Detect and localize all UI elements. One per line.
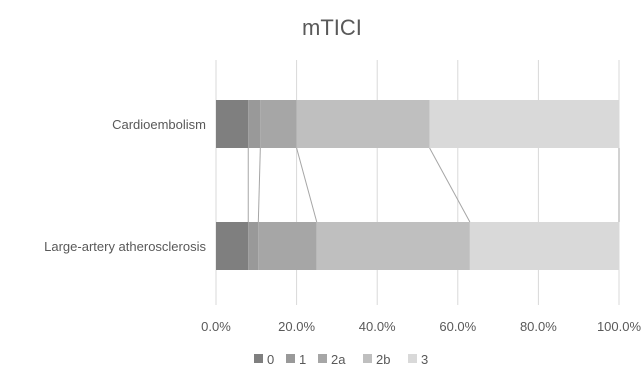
category-label: Large-artery atherosclerosis (44, 239, 206, 254)
bar-segment-2b (316, 222, 470, 270)
bar-segment-1 (248, 222, 259, 270)
series-line-1 (257, 147, 261, 223)
bar-stack-group (216, 100, 619, 270)
series-line-2b (429, 147, 471, 223)
bar-segment-2b (296, 100, 430, 148)
legend-label-1: 1 (299, 352, 306, 367)
legend: 0 1 2a 2b 3 (254, 352, 428, 367)
category-label: Cardioembolism (112, 117, 206, 132)
x-tick-label: 80.0% (520, 319, 557, 334)
legend-label-0: 0 (267, 352, 274, 367)
legend-swatch-1 (286, 354, 295, 363)
legend-swatch-2a (318, 354, 327, 363)
bar-segment-2a (258, 222, 317, 270)
bar-segment-3 (469, 222, 619, 270)
x-tick-label: 20.0% (278, 319, 315, 334)
x-tick-label: 60.0% (439, 319, 476, 334)
series-connector-lines (247, 147, 620, 223)
x-tick-label: 100.0% (597, 319, 642, 334)
bar-segment-1 (248, 100, 261, 148)
bar-segment-2a (260, 100, 297, 148)
series-line-2a (296, 147, 318, 223)
bar-segment-3 (429, 100, 619, 148)
x-tick-label: 0.0% (201, 319, 231, 334)
legend-label-2a: 2a (331, 352, 346, 367)
legend-label-2b: 2b (376, 352, 390, 367)
legend-swatch-0 (254, 354, 263, 363)
x-tick-label: 40.0% (359, 319, 396, 334)
bar-segment-0 (216, 222, 249, 270)
legend-swatch-3 (408, 354, 417, 363)
legend-swatch-2b (363, 354, 372, 363)
bar-segment-0 (216, 100, 249, 148)
legend-label-3: 3 (421, 352, 428, 367)
chart-title: mTICI (302, 15, 362, 40)
x-axis-tick-labels: 0.0% 20.0% 40.0% 60.0% 80.0% 100.0% (201, 319, 641, 334)
category-labels: Cardioembolism Large-artery atheroscleros… (44, 117, 206, 254)
